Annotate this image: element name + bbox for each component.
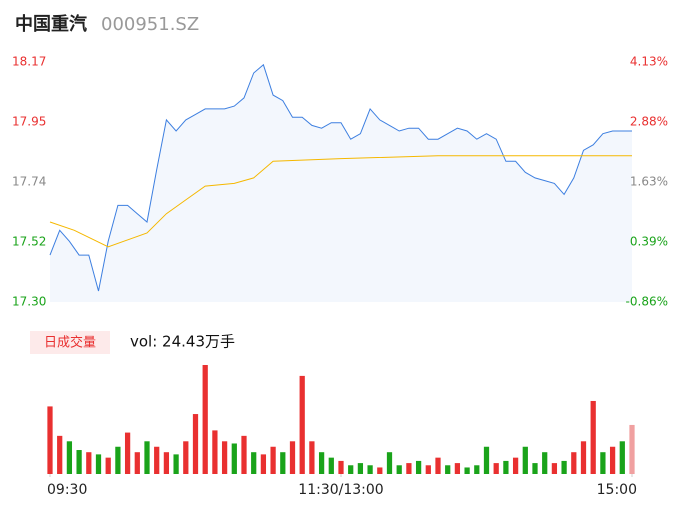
volume-bar: [561, 460, 567, 474]
volume-bar: [357, 463, 364, 474]
volume-bar: [464, 467, 470, 474]
average-line: [49, 155, 632, 248]
y-tick-label: 17.95: [12, 115, 46, 129]
volume-bar: [183, 441, 189, 474]
stock-name: 中国重汽: [15, 13, 87, 35]
volume-bar: [435, 457, 441, 474]
volume-bar: [221, 441, 228, 474]
volume-bar: [251, 452, 257, 474]
volume-bar: [192, 414, 199, 474]
volume-bar: [202, 365, 208, 474]
volume-bar: [47, 406, 53, 474]
volume-bar: [493, 463, 499, 474]
volume-bar: [338, 460, 344, 474]
volume-bar: [115, 446, 121, 474]
volume-bar: [309, 441, 315, 474]
volume-bar: [542, 452, 548, 474]
volume-bar: [163, 452, 170, 474]
y-tick-label: 17.52: [12, 235, 46, 249]
volume-bar: [367, 465, 373, 474]
volume-bar: [86, 452, 92, 474]
volume-bar: [386, 452, 393, 474]
volume-bar: [105, 457, 111, 474]
x-tick-label: 11:30/13:00: [298, 482, 383, 498]
volume-bar: [260, 454, 267, 474]
legend-label: 日成交量: [44, 335, 96, 351]
volume-bar: [241, 435, 247, 474]
volume-bar: [454, 463, 461, 474]
y2-tick-label: 2.88%: [630, 115, 668, 129]
volume-bar: [532, 463, 538, 474]
volume-bar: [134, 452, 140, 474]
y2-tick-label: -0.86%: [626, 295, 668, 309]
volume-bar: [289, 441, 296, 474]
volume-bar: [445, 465, 451, 474]
x-tick-label: 09:30: [47, 482, 87, 498]
volume-bar: [600, 452, 606, 474]
volume-bar: [571, 452, 577, 474]
volume-bar: [66, 441, 73, 474]
volume-bar: [95, 454, 102, 474]
volume-bar: [580, 441, 587, 474]
volume-bar: [124, 432, 131, 474]
price-line: [49, 63, 632, 292]
volume-bar: [318, 452, 325, 474]
volume-bar: [425, 465, 431, 474]
y2-tick-label: 4.13%: [630, 55, 668, 69]
volume-bar: [629, 424, 635, 474]
price-area: [50, 64, 632, 302]
volume-bar: [406, 463, 412, 474]
volume-bar: [396, 465, 402, 474]
y-tick-label: 17.74: [12, 175, 46, 189]
y2-tick-label: 0.39%: [630, 234, 668, 248]
y-tick-label: 18.17: [12, 55, 46, 69]
legend-box: [30, 331, 110, 354]
volume-bar: [212, 430, 218, 474]
volume-bar: [512, 457, 519, 474]
volume-bar: [415, 460, 422, 474]
volume-bar: [590, 400, 596, 474]
volume-bar: [328, 457, 334, 474]
volume-bar: [280, 452, 286, 474]
volume-bar: [609, 446, 616, 474]
volume-bar: [503, 460, 509, 474]
x-tick-label: 15:00: [597, 482, 637, 498]
volume-bar: [377, 467, 383, 474]
y2-tick-label: 1.63%: [630, 175, 668, 189]
volume-bar: [76, 450, 82, 474]
volume-bar: [154, 446, 160, 474]
volume-bar: [144, 441, 150, 474]
volume-bar: [173, 454, 179, 474]
volume-bar: [522, 446, 528, 474]
volume-bar: [299, 375, 305, 474]
volume-bar: [270, 446, 276, 474]
volume-bar: [551, 463, 558, 474]
y-tick-label: 17.30: [12, 295, 46, 309]
volume-bar: [483, 446, 490, 474]
volume-summary: vol: 24.43万手: [130, 333, 235, 351]
volume-bar: [348, 465, 354, 474]
volume-bar: [619, 441, 625, 474]
stock-code: 000951.SZ: [101, 14, 199, 35]
volume-bar: [474, 465, 480, 474]
volume-bar: [57, 435, 63, 474]
volume-bar: [231, 443, 237, 474]
